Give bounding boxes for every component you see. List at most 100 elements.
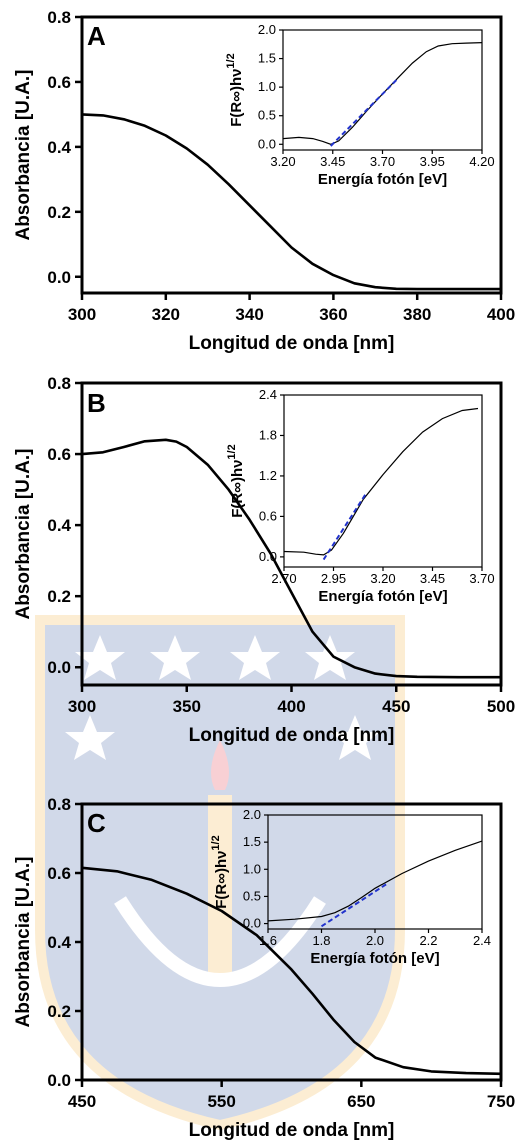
- inset-plot: 1.6 1.8 2.0 2.2 2.4 0.0 0.5 1.0 1.5 2.0 Energía fo…: [210, 807, 491, 967]
- inset-y-tick-label: 1.0: [258, 79, 276, 94]
- inset-plot-frame: [282, 29, 483, 151]
- x-tick-label: 750: [487, 1092, 515, 1111]
- inset-fit-line: [320, 882, 389, 928]
- inset-x-axis-title: Energía fotón [eV]: [318, 588, 447, 605]
- inset-y-tick-label: 0.5: [243, 888, 261, 903]
- inset-y-tick-label: 1.2: [259, 468, 277, 483]
- inset-x-tick-label: 3.45: [320, 154, 345, 169]
- x-tick-label: 320: [152, 305, 180, 324]
- chart-panel-a: 300 320 340 360 380 400 0.0 0.2 0.4 0.6 0.8 A Longit…: [13, 8, 515, 354]
- inset-x-tick-label: 4.20: [469, 154, 494, 169]
- y-tick-label: 0.6: [47, 73, 71, 92]
- x-tick-label: 400: [487, 305, 515, 324]
- inset-fit-line: [322, 494, 367, 561]
- y-tick-label: 0.6: [47, 864, 71, 883]
- x-tick-label: 340: [235, 305, 263, 324]
- y-tick-label: 0.2: [47, 203, 71, 222]
- inset-y-axis-title-superscript: 1/2: [210, 835, 222, 850]
- inset-y-tick-label: 2.0: [243, 807, 261, 822]
- inset-y-tick-label: 1.0: [243, 861, 261, 876]
- y-tick-label: 0.4: [47, 933, 71, 952]
- inset-y-tick-label: 0.0: [258, 136, 276, 151]
- x-tick-label: 500: [487, 697, 515, 716]
- x-tick-label: 450: [382, 697, 410, 716]
- y-tick-label: 0.2: [47, 1002, 71, 1021]
- crest-star-icon: [230, 635, 280, 680]
- inset-y-tick-label: 0.6: [259, 508, 277, 523]
- inset-x-tick-label: 2.2: [419, 933, 437, 948]
- inset-y-axis-title: F(R∞)hν1/2: [226, 444, 246, 517]
- crest-shield: [40, 620, 400, 1125]
- y-tick-label: 0.8: [47, 795, 71, 814]
- absorbance-series-line: [81, 866, 502, 1076]
- absorbance-series-line: [81, 438, 501, 679]
- inset-y-tick-label: 0.0: [243, 916, 261, 931]
- crest-border: [35, 615, 405, 1131]
- y-tick-label: 0.0: [47, 1071, 71, 1090]
- x-tick-label: 450: [68, 1092, 96, 1111]
- crest-star-icon: [330, 715, 380, 760]
- x-axis-title: Longitud de onda [nm]: [189, 333, 395, 354]
- panel-letter: C: [87, 808, 106, 838]
- y-axis-title: Absorbancia [U.A.]: [13, 448, 34, 619]
- inset-plot: 2.70 2.95 3.20 3.45 3.70 0.0 0.6 1.2 1.8 2.4 Energ…: [226, 387, 495, 605]
- inset-y-axis-title: F(R∞)hν1/2: [225, 53, 245, 126]
- crest-star-icon: [65, 715, 115, 760]
- y-tick-label: 0.8: [47, 8, 71, 27]
- y-tick-label: 0.2: [47, 587, 71, 606]
- x-tick-label: 380: [403, 305, 431, 324]
- inset-y-tick-label: 1.8: [259, 427, 277, 442]
- inset-y-tick-label: 1.5: [258, 51, 276, 66]
- x-axis-title: Longitud de onda [nm]: [189, 725, 395, 746]
- inset-y-axis-title-main: F(R∞)hν: [213, 851, 230, 909]
- panel-letter: A: [87, 21, 106, 51]
- inset-y-tick-label: 0.0: [259, 549, 277, 564]
- inset-y-axis-title-main: F(R∞)hν: [229, 460, 246, 518]
- inset-y-tick-label: 2.4: [259, 387, 277, 402]
- y-tick-label: 0.4: [47, 516, 71, 535]
- inset-curve-line: [283, 407, 479, 556]
- x-tick-label: 550: [207, 1092, 235, 1111]
- inset-y-tick-label: 2.0: [258, 22, 276, 37]
- inset-x-tick-label: 3.95: [420, 154, 445, 169]
- inset-y-tick-label: 1.5: [243, 834, 261, 849]
- y-tick-label: 0.0: [47, 658, 71, 677]
- inset-x-tick-label: 1.8: [312, 933, 330, 948]
- plot-frame: [80, 15, 503, 295]
- inset-x-tick-label: 3.20: [370, 571, 395, 586]
- x-tick-label: 300: [68, 305, 96, 324]
- inset-plot-frame: [283, 394, 483, 568]
- crest-torch: [208, 795, 232, 985]
- y-axis-title: Absorbancia [U.A.]: [13, 856, 34, 1027]
- crest-torch-flame: [211, 740, 229, 790]
- inset-y-axis-title: F(R∞)hν1/2: [210, 835, 230, 908]
- university-crest-watermark: [35, 615, 405, 1131]
- inset-plot: 3.20 3.45 3.70 3.95 4.20 0.0 0.5 1.0 1.5 2.0 Energ…: [225, 22, 495, 188]
- inset-y-axis-title-superscript: 1/2: [226, 444, 238, 459]
- inset-y-axis-title-superscript: 1/2: [225, 53, 237, 68]
- inset-x-tick-label: 3.70: [370, 154, 395, 169]
- y-tick-label: 0.0: [47, 268, 71, 287]
- inset-x-axis-title: Energía fotón [eV]: [310, 950, 439, 967]
- inset-fit-line: [330, 77, 400, 147]
- x-tick-label: 360: [319, 305, 347, 324]
- inset-x-tick-label: 3.70: [469, 571, 494, 586]
- y-tick-label: 0.4: [47, 138, 71, 157]
- panel-letter: B: [87, 388, 106, 418]
- x-axis-title: Longitud de onda [nm]: [189, 1120, 395, 1141]
- inset-y-tick-label: 0.5: [258, 108, 276, 123]
- y-axis-title: Absorbancia [U.A.]: [13, 69, 34, 240]
- inset-x-tick-label: 2.95: [321, 571, 346, 586]
- crest-stars: [65, 635, 380, 760]
- crest-star-icon: [305, 635, 355, 680]
- crest-star-icon: [150, 635, 200, 680]
- inset-x-tick-label: 2.70: [271, 571, 296, 586]
- y-tick-label: 0.8: [47, 374, 71, 393]
- inset-x-tick-label: 2.4: [473, 933, 491, 948]
- chart-panel-c: 450 550 650 750 0.0 0.2 0.4 0.6 0.8 C Longitud de …: [13, 795, 515, 1141]
- inset-x-tick-label: 1.6: [259, 933, 277, 948]
- x-tick-label: 400: [277, 697, 305, 716]
- inset-x-axis-title: Energía fotón [eV]: [318, 171, 447, 188]
- crest-laurel: [114, 896, 326, 987]
